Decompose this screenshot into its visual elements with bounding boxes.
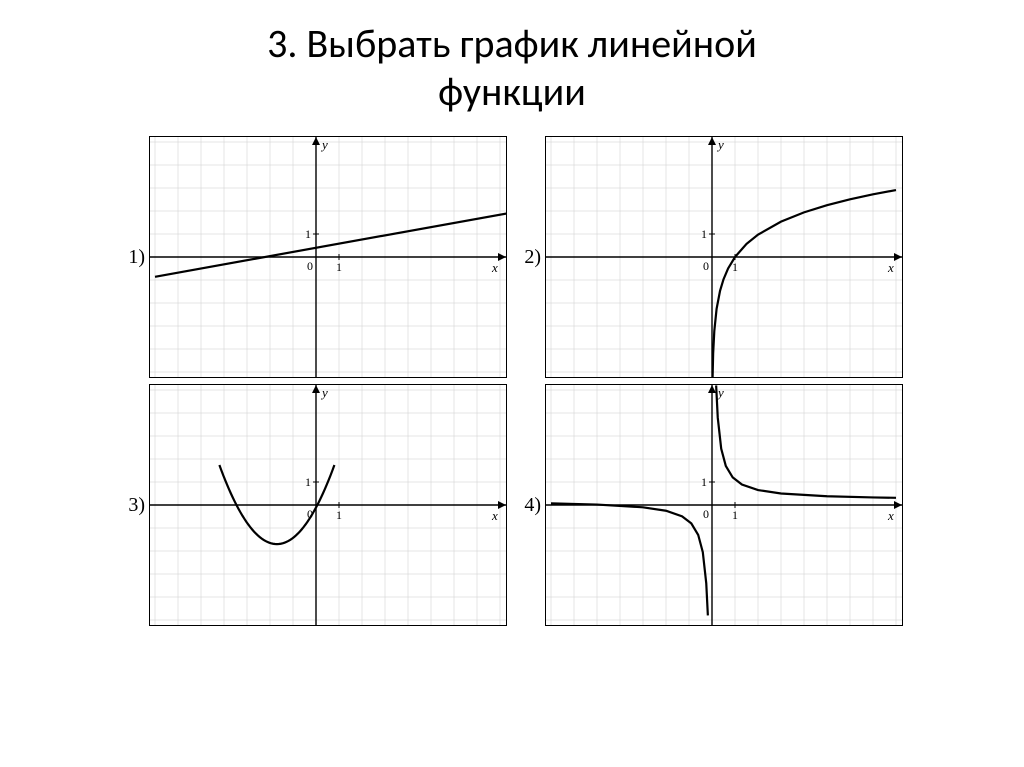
chart-2: 011xy: [545, 136, 903, 378]
panel-3-label: 3): [121, 494, 149, 517]
panel-4-label: 4): [517, 494, 545, 517]
panel-1-label: 1): [121, 246, 149, 269]
svg-text:y: y: [320, 137, 328, 152]
svg-text:1: 1: [336, 508, 342, 522]
panel-1: 1) 0 1 1 x y: [121, 136, 507, 378]
panel-4: 4) 011xy: [517, 384, 903, 626]
svg-text:x: x: [887, 508, 894, 523]
svg-text:y: y: [320, 385, 328, 400]
svg-text:1: 1: [701, 227, 707, 241]
chart-1: 0 1 1 x y: [149, 136, 507, 378]
svg-text:0: 0: [703, 259, 709, 273]
title-line-1: 3. Выбрать график линейной: [267, 19, 757, 68]
svg-text:0: 0: [703, 507, 709, 521]
svg-text:x: x: [491, 508, 498, 523]
svg-text:0: 0: [307, 259, 313, 273]
chart-4: 011xy: [545, 384, 903, 626]
svg-text:1: 1: [336, 260, 342, 274]
svg-text:x: x: [491, 260, 498, 275]
chart-3: 011xy: [149, 384, 507, 626]
panel-2: 2) 011xy: [517, 136, 903, 378]
svg-text:1: 1: [305, 227, 311, 241]
svg-text:1: 1: [701, 475, 707, 489]
panel-3: 3) 011xy: [121, 384, 507, 626]
svg-text:y: y: [716, 137, 724, 152]
svg-text:1: 1: [305, 475, 311, 489]
title-line-2: функции: [438, 67, 586, 116]
panel-2-label: 2): [517, 246, 545, 269]
svg-text:1: 1: [732, 508, 738, 522]
page-title: 3. Выбрать график линейной функции: [267, 20, 757, 116]
chart-grid: 1) 0 1 1 x y 2) 0 1 1 x y 3) 0 1 1 x y 4) 0 1 1 x y: [121, 136, 903, 626]
svg-text:x: x: [887, 260, 894, 275]
